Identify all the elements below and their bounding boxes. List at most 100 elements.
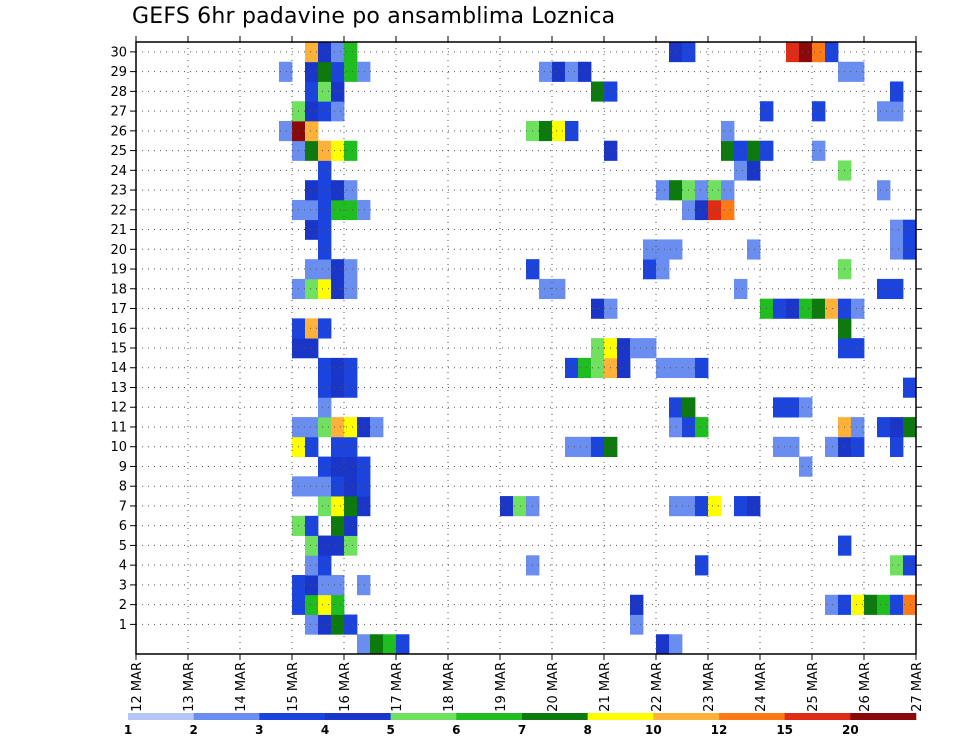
heatmap-cell: [331, 575, 345, 596]
heatmap-cell: [721, 120, 735, 142]
heatmap-cell: [331, 436, 345, 457]
heatmap-cell: [890, 278, 904, 300]
x-tick-label: 20 MAR: [546, 662, 561, 712]
heatmap-cell: [669, 417, 683, 438]
y-tick-label: 24: [110, 164, 127, 179]
heatmap-cell: [318, 140, 332, 161]
heatmap-cell: [318, 101, 332, 122]
heatmap-cell: [279, 120, 293, 142]
heatmap-cell: [812, 140, 826, 161]
heatmap-cell: [578, 357, 592, 379]
heatmap-cell: [305, 199, 319, 221]
x-tick-label: 17 MAR: [390, 662, 405, 712]
heatmap-cell: [331, 81, 345, 102]
y-tick-label: 20: [110, 243, 127, 258]
heatmap-cell: [305, 535, 319, 556]
heatmap-cell: [331, 259, 345, 280]
heatmap-cell: [305, 140, 319, 161]
colorbar-swatch: [193, 713, 260, 720]
heatmap-cell: [799, 456, 813, 477]
heatmap-cell: [591, 436, 605, 457]
heatmap-cell: [721, 199, 735, 221]
heatmap-cell: [695, 180, 709, 201]
heatmap-cell: [305, 219, 319, 240]
heatmap-cell: [357, 61, 371, 82]
x-tick-label: 23 MAR: [702, 662, 717, 712]
heatmap-cell: [799, 397, 813, 418]
heatmap-cell: [734, 496, 748, 517]
heatmap-cell: [890, 219, 904, 240]
heatmap-cell: [344, 476, 358, 497]
heatmap-cell: [552, 278, 566, 300]
heatmap-cell: [695, 496, 709, 517]
heatmap-cell: [318, 219, 332, 240]
heatmap-cell: [877, 278, 891, 300]
y-tick-label: 3: [119, 578, 127, 593]
colorbar-swatch: [259, 713, 326, 720]
heatmap-cell: [591, 357, 605, 379]
heatmap-cell: [331, 496, 345, 517]
colorbar-swatch: [587, 713, 654, 720]
heatmap-cell: [565, 61, 579, 82]
heatmap-cell: [357, 575, 371, 596]
x-tick-label: 26 MAR: [858, 662, 873, 712]
y-tick-label: 11: [110, 420, 127, 435]
y-tick-label: 5: [119, 539, 127, 554]
heatmap-cell: [903, 594, 917, 615]
heatmap-cell: [305, 42, 319, 63]
heatmap-cell: [383, 634, 397, 655]
y-tick-label: 26: [110, 124, 127, 139]
colorbar-swatch: [784, 713, 851, 720]
heatmap-cell: [344, 42, 358, 63]
heatmap-cell: [305, 436, 319, 457]
heatmap-cell: [305, 338, 319, 359]
heatmap-cell: [578, 61, 592, 82]
y-tick-label: 10: [110, 440, 127, 455]
colorbar-swatch: [653, 713, 720, 720]
heatmap-cell: [825, 298, 839, 319]
heatmap-cell: [344, 61, 358, 82]
heatmap-cell: [773, 436, 787, 457]
heatmap-cell: [305, 101, 319, 122]
heatmap-cell: [318, 81, 332, 102]
y-tick-label: 2: [119, 598, 127, 613]
heatmap-cell: [331, 515, 345, 536]
heatmap-cell: [695, 199, 709, 221]
y-tick-label: 19: [110, 263, 127, 278]
y-tick-label: 21: [110, 223, 127, 238]
heatmap-cell: [344, 140, 358, 161]
heatmap-cell: [331, 278, 345, 300]
heatmap-cell: [877, 417, 891, 438]
heatmap-cell: [344, 515, 358, 536]
heatmap-cell: [825, 436, 839, 457]
heatmap-cell: [318, 199, 332, 221]
heatmap-cell: [903, 239, 917, 260]
heatmap-cell: [786, 298, 800, 319]
colorbar-swatch: [719, 713, 785, 720]
x-tick-label: 14 MAR: [234, 662, 249, 712]
heatmap-cell: [331, 101, 345, 122]
colorbar-swatch: [390, 713, 457, 720]
x-axis: 12 MAR 13 MAR 14 MAR 15 MAR 16 MAR 17 MAR 18 M…: [130, 36, 925, 712]
heatmap-cell: [812, 298, 826, 319]
heatmap-cell: [617, 357, 631, 379]
heatmap-cell: [669, 397, 683, 418]
heatmap-cell: [357, 634, 371, 655]
y-tick-label: 16: [110, 322, 127, 337]
heatmap-cell: [318, 259, 332, 280]
heatmap-cell: [344, 456, 358, 477]
x-tick-label: 24 MAR: [754, 662, 769, 712]
heatmap-cell: [890, 101, 904, 122]
colorbar-swatch: [522, 713, 588, 720]
heatmap-cell: [318, 278, 332, 300]
y-tick-label: 28: [110, 85, 127, 100]
heatmap-cell: [708, 496, 722, 517]
heatmap-cell: [318, 397, 332, 418]
colorbar-label: 7: [518, 723, 526, 737]
heatmap-cell: [903, 417, 917, 438]
colorbar-label: 6: [452, 723, 460, 737]
heatmap-cell: [656, 180, 670, 201]
colorbar-label: 4: [321, 723, 329, 737]
y-tick-label: 4: [119, 559, 127, 574]
heatmap-cell: [669, 180, 683, 201]
